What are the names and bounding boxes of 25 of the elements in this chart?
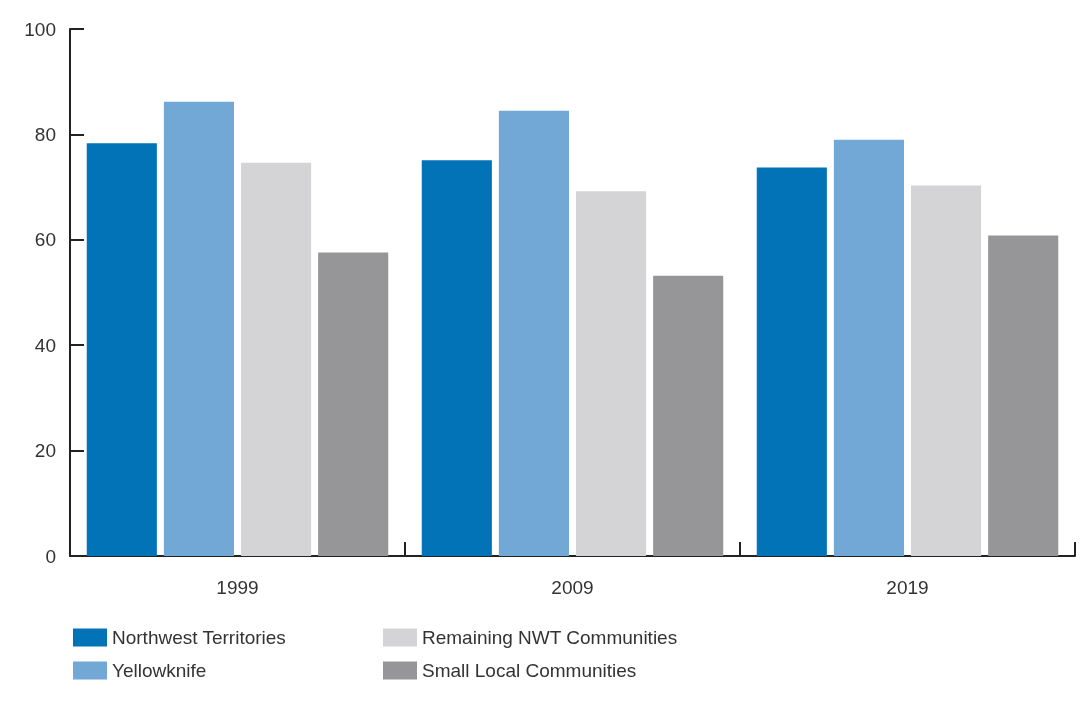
y-tick-label: 60 (34, 229, 56, 251)
bar (318, 252, 389, 556)
bar (833, 139, 904, 556)
legend-label: Yellowknife (112, 660, 207, 681)
bar (241, 162, 312, 556)
bar (988, 235, 1059, 556)
bar (163, 101, 234, 556)
bar (86, 143, 157, 556)
bar (756, 167, 827, 556)
y-tick-label: 100 (24, 18, 56, 40)
bar (421, 160, 492, 556)
bar (653, 275, 724, 556)
legend-label: Northwest Territories (112, 627, 286, 648)
x-tick-label: 2009 (551, 577, 594, 598)
bar (576, 191, 647, 556)
y-tick-label: 20 (34, 440, 56, 462)
x-tick-label: 2019 (886, 577, 929, 598)
x-tick-label: 1999 (216, 577, 259, 598)
y-tick-label: 80 (34, 123, 56, 145)
y-tick-label: 40 (34, 334, 56, 356)
legend-label: Remaining NWT Communities (422, 627, 678, 648)
legend-label: Small Local Communities (422, 660, 637, 681)
y-tick-label: 0 (45, 545, 56, 567)
bar (498, 110, 569, 556)
bar (911, 185, 982, 556)
